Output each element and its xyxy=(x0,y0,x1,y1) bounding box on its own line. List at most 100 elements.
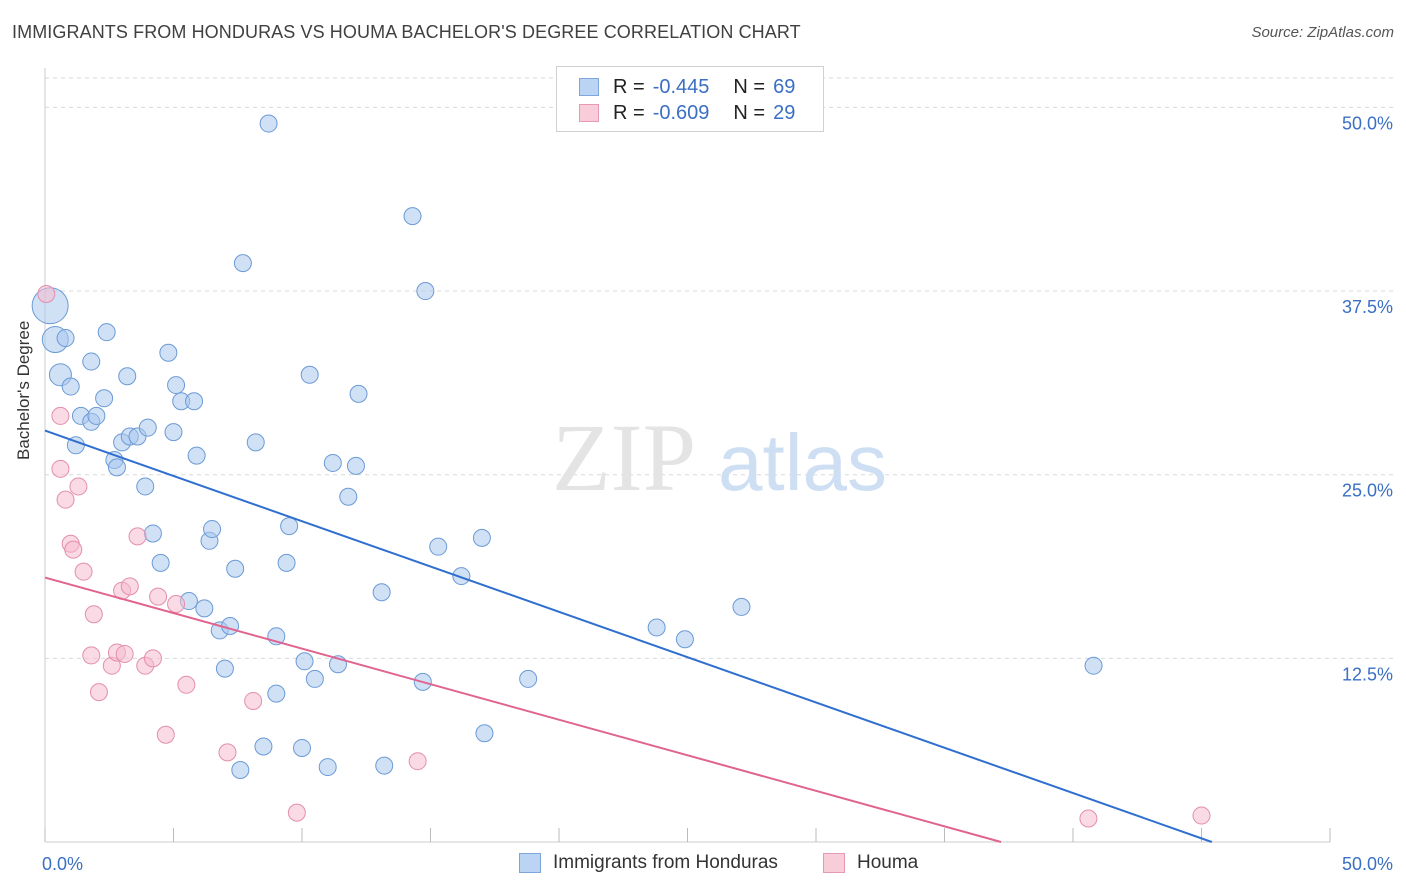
data-point-honduras xyxy=(323,453,342,472)
data-point-honduras xyxy=(107,458,126,477)
data-point-honduras xyxy=(167,376,186,395)
data-point-houma xyxy=(82,646,101,665)
data-point-honduras xyxy=(372,583,391,602)
data-point-houma xyxy=(218,743,237,762)
data-point-houma xyxy=(51,459,70,478)
legend-r-value: -0.609 xyxy=(652,101,710,124)
data-point-houma xyxy=(156,725,175,744)
data-point-houma xyxy=(128,527,147,546)
data-point-houma xyxy=(287,803,306,822)
bottom-legend-houma: Houma xyxy=(823,852,918,874)
data-point-honduras xyxy=(416,282,435,301)
data-point-honduras xyxy=(429,537,448,556)
data-point-houma xyxy=(51,406,70,425)
data-point-honduras xyxy=(519,669,538,688)
trend-line-houma xyxy=(44,576,1002,843)
trend-line-honduras xyxy=(44,429,1213,843)
data-point-honduras xyxy=(164,423,183,442)
data-point-honduras xyxy=(97,323,116,342)
data-point-houma xyxy=(74,562,93,581)
data-point-honduras xyxy=(277,553,296,572)
data-point-honduras xyxy=(87,406,106,425)
data-point-honduras xyxy=(159,343,178,362)
data-point-honduras xyxy=(675,630,694,649)
data-point-honduras xyxy=(95,389,114,408)
watermark-zip: ZIP xyxy=(552,404,696,511)
data-point-houma xyxy=(84,605,103,624)
data-point-houma xyxy=(120,577,139,596)
data-point-honduras xyxy=(452,567,471,586)
data-point-honduras xyxy=(185,392,204,411)
data-point-honduras xyxy=(346,456,365,475)
stats-legend: R = -0.445 N = 69 R = -0.609 N = 29 xyxy=(556,66,824,132)
data-point-honduras xyxy=(138,418,157,437)
data-point-honduras xyxy=(151,553,170,572)
trend-lines xyxy=(44,429,1213,843)
data-point-honduras xyxy=(215,659,234,678)
watermark-atlas: atlas xyxy=(718,418,887,507)
data-point-houma xyxy=(143,649,162,668)
data-point-houma xyxy=(64,540,83,559)
data-point-houma xyxy=(177,675,196,694)
y-tick-labels: 12.5% 25.0% 37.5% 50.0% xyxy=(1342,113,1393,684)
data-point-honduras xyxy=(203,520,222,539)
data-point-honduras xyxy=(349,384,368,403)
data-point-houma xyxy=(69,477,88,496)
data-point-houma xyxy=(89,683,108,702)
data-point-honduras xyxy=(339,487,358,506)
chart-title: IMMIGRANTS FROM HONDURAS VS HOUMA BACHEL… xyxy=(12,22,801,42)
source-label: Source: ZipAtlas.com xyxy=(1251,24,1394,41)
data-point-honduras xyxy=(475,724,494,743)
data-point-honduras xyxy=(295,652,314,671)
legend-r-value: -0.445 xyxy=(652,75,710,98)
data-point-honduras xyxy=(732,597,751,616)
watermark: ZIP atlas xyxy=(552,404,887,511)
data-point-honduras xyxy=(1084,656,1103,675)
data-point-honduras xyxy=(375,756,394,775)
bottom-legend-swatch-houma xyxy=(823,853,845,873)
data-point-honduras xyxy=(403,207,422,226)
data-point-houma xyxy=(56,490,75,509)
data-point-honduras xyxy=(305,669,324,688)
y-tick-label: 25.0% xyxy=(1342,481,1393,501)
y-tick-label: 37.5% xyxy=(1342,297,1393,317)
data-point-honduras xyxy=(472,528,491,547)
data-point-houma xyxy=(1192,806,1211,825)
data-point-honduras xyxy=(143,524,162,543)
y-axis-label: Bachelor's Degree xyxy=(14,320,33,460)
data-point-honduras xyxy=(226,559,245,578)
y-tick-label: 50.0% xyxy=(1342,113,1393,133)
data-point-houma xyxy=(408,752,427,771)
data-point-honduras xyxy=(267,684,286,703)
legend-row-honduras: R = -0.445 N = 69 xyxy=(579,76,795,98)
data-point-honduras xyxy=(56,329,75,348)
data-point-honduras xyxy=(221,617,240,636)
data-point-honduras xyxy=(318,758,337,777)
legend-n-label: N = xyxy=(733,75,766,98)
bottom-legend-label-houma: Houma xyxy=(857,852,919,873)
data-point-honduras xyxy=(195,599,214,618)
data-point-honduras xyxy=(300,365,319,384)
legend-n-value: 29 xyxy=(773,101,796,124)
bottom-legend-swatch-honduras xyxy=(519,853,541,873)
data-point-honduras xyxy=(136,477,155,496)
data-point-honduras xyxy=(259,114,278,133)
bottom-legend-label-honduras: Immigrants from Honduras xyxy=(553,852,778,873)
legend-swatch-honduras xyxy=(579,78,599,96)
data-point-honduras xyxy=(246,433,265,452)
data-point-houma xyxy=(167,594,186,613)
data-point-honduras xyxy=(254,737,273,756)
data-point-houma xyxy=(1079,809,1098,828)
series-houma-points xyxy=(37,284,1211,828)
data-point-honduras xyxy=(61,377,80,396)
legend-row-houma: R = -0.609 N = 29 xyxy=(579,102,795,124)
x-tick-label: 0.0% xyxy=(42,854,83,874)
x-tick-label: 50.0% xyxy=(1342,854,1393,874)
legend-n-label: N = xyxy=(733,101,766,124)
data-point-houma xyxy=(37,284,56,303)
legend-r-label: R = xyxy=(613,75,645,98)
data-point-houma xyxy=(149,587,168,606)
data-point-houma xyxy=(244,691,263,710)
data-point-honduras xyxy=(280,517,299,536)
